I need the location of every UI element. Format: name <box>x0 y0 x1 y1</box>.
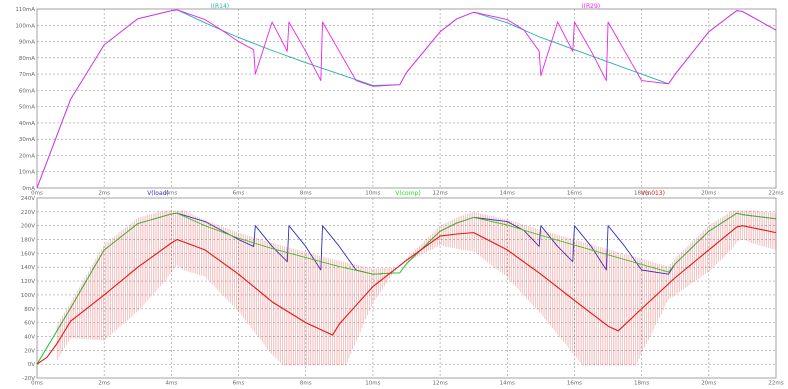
x-tick-label: 22ms <box>768 381 783 387</box>
y-tick-label: 110mA <box>15 7 35 13</box>
y-tick-label: 0mA <box>22 186 35 192</box>
x-tick-label: 18ms <box>634 381 649 387</box>
y-tick-label: 40mA <box>19 121 35 127</box>
y-tick-label: 60mA <box>19 88 35 94</box>
x-tick-label: 4ms <box>165 191 177 197</box>
legend-label-v-n013[interactable]: V(n013) <box>641 190 665 197</box>
y-tick-label: 80mA <box>19 56 35 62</box>
x-tick-label: 6ms <box>233 381 245 387</box>
bottom-axis-labels: 0ms 2ms 4ms 6ms 8ms 10ms 12ms 14ms 16ms 18ms 20ms 2… <box>21 196 784 387</box>
x-tick-label: 16ms <box>567 191 582 197</box>
y-tick-label: 60V <box>24 321 35 327</box>
x-tick-label: 20ms <box>701 381 716 387</box>
x-tick-label: 8ms <box>300 191 312 197</box>
y-tick-label: 90mA <box>19 40 35 46</box>
bottom-plot-frame <box>36 197 777 379</box>
y-tick-label: 0V <box>28 362 35 368</box>
bottom-panel: 0ms 2ms 4ms 6ms 8ms 10ms 12ms 14ms 16ms 18ms 20ms 2… <box>21 190 784 387</box>
y-tick-label: 120V <box>21 279 35 285</box>
x-tick-label: 0ms <box>31 191 43 197</box>
legend-label-v-load[interactable]: V(load) <box>147 190 169 197</box>
y-tick-label: 100mA <box>15 23 35 29</box>
y-tick-label: 20V <box>24 348 35 354</box>
series-ripple-v-n013 <box>56 210 777 366</box>
top-panel: 0ms 2ms 4ms 6ms 8ms 10ms 12ms 14ms 16ms 18ms 20ms 2… <box>15 3 783 197</box>
y-tick-label: 30mA <box>19 137 35 143</box>
top-grid <box>37 9 776 188</box>
bottom-grid <box>37 198 776 378</box>
y-tick-label: 40V <box>24 334 35 340</box>
x-tick-label: 10ms <box>365 381 380 387</box>
x-tick-label: 6ms <box>233 191 245 197</box>
x-tick-label: 14ms <box>500 381 515 387</box>
y-tick-label: 100V <box>21 293 35 299</box>
y-tick-label: 220V <box>21 210 35 216</box>
series-line-v-comp[interactable] <box>36 212 777 365</box>
x-tick-label: 14ms <box>500 191 515 197</box>
x-tick-label: 0ms <box>31 381 43 387</box>
top-plot-frame <box>36 8 777 189</box>
x-tick-label: 8ms <box>300 381 312 387</box>
legend-label-i-r29[interactable]: I(R29) <box>582 3 600 10</box>
x-tick-label: 16ms <box>567 381 582 387</box>
x-tick-label: 10ms <box>365 191 380 197</box>
y-tick-label: -20V <box>22 376 35 382</box>
y-tick-label: 80V <box>24 307 35 313</box>
series-line-i-r14[interactable] <box>36 9 777 189</box>
x-tick-label: 2ms <box>98 191 110 197</box>
x-tick-label: 18ms <box>634 191 649 197</box>
legend-label-v-comp[interactable]: V(comp) <box>395 190 420 197</box>
x-tick-label: 12ms <box>432 381 447 387</box>
y-tick-label: 70mA <box>19 72 35 78</box>
x-tick-label: 20ms <box>701 191 716 197</box>
x-tick-label: 22ms <box>768 191 783 197</box>
y-tick-label: 50mA <box>19 105 35 111</box>
y-tick-label: 180V <box>21 238 35 244</box>
top-axis-labels: 0ms 2ms 4ms 6ms 8ms 10ms 12ms 14ms 16ms 18ms 20ms 2… <box>15 7 783 197</box>
y-tick-label: 140V <box>21 265 35 271</box>
y-tick-label: 160V <box>21 251 35 257</box>
bottom-series <box>36 210 777 366</box>
y-tick-label: 20mA <box>19 153 35 159</box>
y-tick-label: 10mA <box>19 170 35 176</box>
top-series <box>36 9 777 189</box>
x-tick-label: 4ms <box>165 381 177 387</box>
y-tick-label: 240V <box>21 196 35 202</box>
y-tick-label: 200V <box>21 224 35 230</box>
x-tick-label: 12ms <box>432 191 447 197</box>
series-line-i-r29[interactable] <box>36 9 777 189</box>
x-tick-label: 2ms <box>98 381 110 387</box>
legend-label-i-r14[interactable]: I(R14) <box>211 3 229 10</box>
